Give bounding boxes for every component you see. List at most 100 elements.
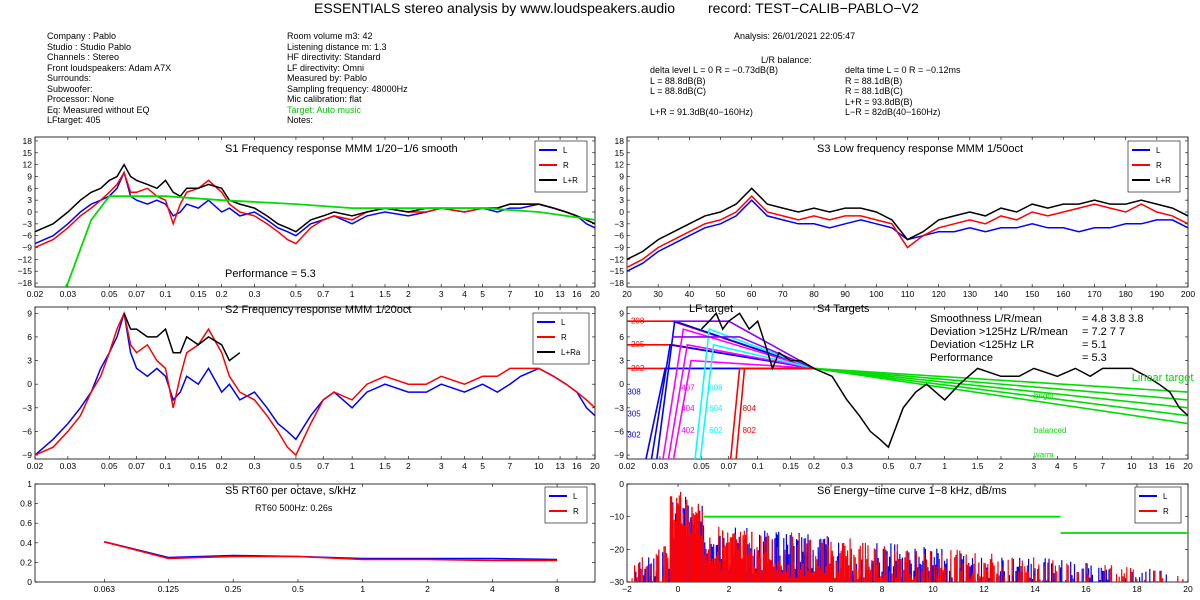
target-code-label: 202 [631, 364, 645, 373]
target-line [813, 367, 1188, 417]
lr-right-line: delta time L = 0 R = −0.12ms [845, 65, 961, 75]
x-tick-label: 16 [572, 461, 582, 471]
x-tick-label: 0.5 [292, 584, 304, 594]
lr-left-line: L+R = 91.3dB(40−160Hz) [650, 107, 753, 117]
x-tick-label: 1 [350, 289, 355, 299]
x-tick-label: 0.05 [693, 461, 710, 471]
y-tick-label: 9 [27, 308, 32, 318]
x-tick-label: 2 [727, 584, 732, 594]
x-tick-label: 4 [778, 584, 783, 594]
target-label: Target: Auto music [287, 104, 362, 115]
y-tick-label: −20 [610, 544, 625, 554]
y-tick-label: 6 [619, 183, 624, 193]
y-tick-label: −9 [22, 450, 32, 460]
chart-S1: 0.02 0.03 0.05 0.07 0.1 0.15 0.2 0.3 0.5 0.7 1 1.5 2… [18, 136, 600, 299]
lr-balance-left: delta level L = 0 R = −0.73dB(B) L = 88.8… [650, 65, 778, 118]
target-code-label: 604 [709, 404, 723, 413]
y-tick-label: 0 [27, 577, 32, 587]
stat-label: Deviation <125Hz LR [930, 339, 1034, 351]
x-tick-label: 0.15 [190, 289, 207, 299]
x-tick-label: 5 [480, 461, 485, 471]
target-line [813, 367, 1188, 425]
x-tick-label: 40 [685, 289, 695, 299]
x-tick-label: 0.02 [619, 461, 636, 471]
stat-value: = 4.8 3.8 3.8 [1082, 313, 1143, 325]
plot-frame [34, 136, 596, 288]
x-tick-label: 0.7 [317, 289, 329, 299]
x-tick-label: −2 [622, 584, 632, 594]
target-line [667, 343, 815, 459]
rt60-label: RT60 500Hz: 0.26s [255, 503, 333, 513]
legend-entry: L [573, 492, 578, 501]
x-tick-label: 30 [653, 289, 663, 299]
x-tick-label: 16 [1165, 461, 1175, 471]
series-r [35, 310, 595, 457]
x-tick-label: 110 [901, 289, 915, 299]
target-line [699, 343, 815, 459]
lr-balance-right: delta time L = 0 R = −0.12ms R = 88.1dB(B… [845, 65, 960, 118]
x-tick-label: 0.02 [27, 461, 44, 471]
x-tick-label: 0.03 [60, 289, 77, 299]
x-tick-label: 0.7 [910, 461, 922, 471]
x-tick-label: 0.1 [752, 461, 764, 471]
info-col2-line: Measured by: Pablo [287, 73, 368, 83]
target-line [694, 327, 815, 459]
x-tick-label: 0.02 [27, 289, 44, 299]
series-lr [35, 163, 595, 233]
y-tick-label: 9 [619, 171, 624, 181]
y-tick-label: 0.4 [20, 538, 32, 548]
x-tick-label: 0.5 [290, 461, 302, 471]
y-tick-label: −9 [22, 243, 32, 253]
y-tick-label: 6 [27, 183, 32, 193]
x-tick-label: 13 [555, 289, 565, 299]
x-tick-label: 0.063 [94, 584, 116, 594]
legend-box [534, 140, 588, 193]
x-tick-label: 0.1 [160, 289, 172, 299]
y-tick-label: 3 [619, 356, 624, 366]
lr-left-line: L = 88.8dB(B) [650, 75, 706, 86]
y-tick-label: 3 [619, 195, 624, 205]
x-tick-label: 4 [462, 289, 467, 299]
y-tick-label: −9 [614, 243, 624, 253]
y-tick-label: 0 [27, 379, 32, 389]
warm-label: warm [1033, 450, 1054, 459]
plot-frame [34, 483, 596, 583]
x-tick-label: 120 [932, 289, 946, 299]
x-tick-label: 0.15 [190, 461, 207, 471]
stat-value: = 7.2 7 7 [1082, 326, 1125, 338]
y-tick-label: −15 [18, 266, 33, 276]
x-tick-label: 0.05 [101, 461, 118, 471]
x-tick-label: 3 [439, 461, 444, 471]
x-tick-label: 0.2 [216, 461, 228, 471]
x-tick-label: 16 [572, 289, 582, 299]
x-tick-label: 1.5 [379, 289, 391, 299]
legend-entry: L+R [1156, 176, 1171, 185]
x-tick-label: 13 [1148, 461, 1158, 471]
y-tick-label: 0.6 [20, 518, 32, 528]
info-col1-line: LFtarget: 405 [47, 115, 101, 125]
target-line [813, 367, 1188, 409]
x-tick-label: 2 [999, 461, 1004, 471]
info-col1-line: Studio : Studio Pablo [47, 41, 132, 52]
y-tick-label: −6 [22, 231, 32, 241]
x-tick-label: 4 [490, 584, 495, 594]
x-tick-label: 200 [1181, 289, 1195, 299]
chart-title: S3 Low frequency response MMM 1/50oct [817, 143, 1023, 155]
y-tick-label: 12 [615, 160, 625, 170]
chart-S3: 20 30 40 50 60 70 80 90 100 110 120 130 140 150 160 170… [610, 136, 1196, 299]
y-tick-label: 3 [27, 356, 32, 366]
x-tick-label: 1.5 [379, 461, 391, 471]
legend-entry: R [1163, 507, 1169, 516]
lf-target-label: LF target [689, 303, 733, 315]
target-line [650, 343, 815, 459]
series-lra [123, 313, 241, 362]
x-tick-label: 190 [1150, 289, 1164, 299]
y-tick-label: 0 [619, 379, 624, 389]
y-tick-label: −18 [18, 278, 33, 288]
chart-title: S5 RT60 per octave, s/kHz [225, 485, 356, 497]
x-tick-label: 2 [406, 461, 411, 471]
target-code-label: 404 [681, 404, 695, 413]
x-tick-label: 7 [508, 289, 513, 299]
info-column-1: Company : Pablo Studio : Studio Pablo Chan… [47, 31, 171, 126]
